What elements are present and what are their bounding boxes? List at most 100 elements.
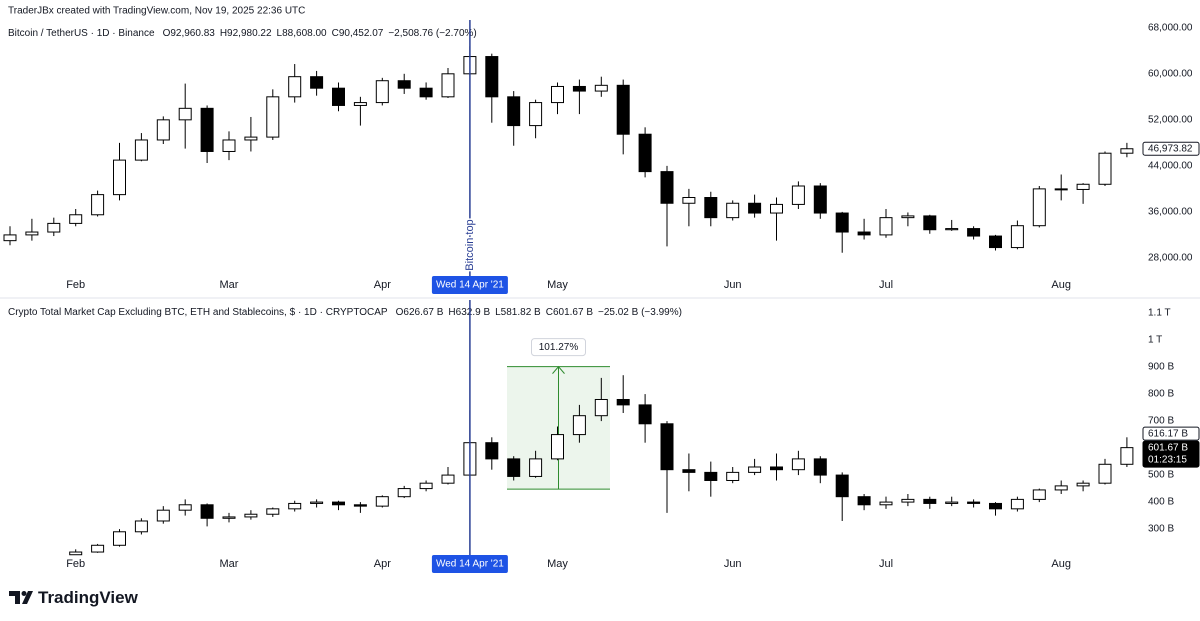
x-tick-label: Feb xyxy=(66,558,85,570)
candle-body xyxy=(923,498,937,504)
candle-body xyxy=(375,496,389,507)
candle-body xyxy=(69,551,83,556)
candle-body xyxy=(397,80,411,89)
x-tick-label: Jun xyxy=(724,558,742,570)
candle-body xyxy=(945,228,959,231)
candle-body xyxy=(25,231,39,236)
candle-body xyxy=(572,415,586,436)
y-tick-label: 28,000.00 xyxy=(1148,253,1193,264)
candle-body xyxy=(397,488,411,498)
legend-symbol: Bitcoin / TetherUS · 1D · Binance xyxy=(8,28,155,39)
x-tick-label: Apr xyxy=(374,558,391,570)
candle-body xyxy=(594,84,608,92)
x-tick-label: Aug xyxy=(1051,279,1071,291)
candle-body xyxy=(879,501,893,506)
candle-body xyxy=(441,73,455,98)
price-label-box xyxy=(1142,426,1200,441)
candle-body xyxy=(748,466,762,473)
candle-body xyxy=(222,139,236,152)
x-tick-label: Mar xyxy=(220,279,239,291)
candle-body xyxy=(178,504,192,511)
legend-ohlc: L581.82 B xyxy=(495,307,541,318)
candle-body xyxy=(507,96,521,127)
candle-body xyxy=(244,136,258,141)
x-tick-label: Jul xyxy=(879,279,893,291)
candle-body xyxy=(1120,148,1134,154)
y-tick-label: 900 B xyxy=(1148,362,1174,373)
candle-body xyxy=(288,502,302,510)
legend-ohlc: H92,980.22 xyxy=(220,28,272,39)
x-tick-label: Aug xyxy=(1051,558,1071,570)
candle-body xyxy=(770,203,783,214)
y-tick-label: 800 B xyxy=(1148,389,1174,400)
y-tick-label: 36,000.00 xyxy=(1148,207,1193,218)
candle-body xyxy=(113,159,126,196)
candle-body xyxy=(91,194,105,216)
candle-body xyxy=(485,56,499,98)
candle-body xyxy=(91,544,105,553)
candle-body xyxy=(704,197,718,219)
candle-body xyxy=(3,234,17,242)
candle-body xyxy=(113,531,126,546)
candle-body xyxy=(638,133,652,173)
candle-body xyxy=(989,235,1002,249)
x-tick-label: Apr xyxy=(374,279,391,291)
header-text: TraderJBx created with TradingView.com, … xyxy=(8,6,305,17)
candle-body xyxy=(572,85,586,92)
highlight-date: Wed 14 Apr '21 xyxy=(436,559,504,570)
candle-body xyxy=(332,87,345,106)
candle-body xyxy=(441,474,455,484)
candle-body xyxy=(485,442,499,460)
candle-body xyxy=(200,107,214,152)
candle-body xyxy=(178,107,192,121)
candle-body xyxy=(1032,489,1046,500)
y-tick-label: 68,000.00 xyxy=(1148,22,1193,33)
logo-text: TradingView xyxy=(38,588,139,607)
candle-body xyxy=(266,508,280,515)
candle-body xyxy=(835,474,849,498)
candle-body xyxy=(1120,447,1134,465)
candle-body xyxy=(529,102,543,127)
candle-body xyxy=(682,469,696,473)
candle-body xyxy=(332,501,345,506)
legend: Crypto Total Market Cap Excluding BTC, E… xyxy=(8,307,682,318)
candle-body xyxy=(375,80,389,104)
candle-body xyxy=(47,222,61,233)
legend-symbol: Crypto Total Market Cap Excluding BTC, E… xyxy=(8,307,388,318)
legend-ohlc: C90,452.07 xyxy=(332,28,384,39)
candle-body xyxy=(638,404,652,425)
candle-body xyxy=(156,509,170,522)
x-tick-label: Mar xyxy=(220,558,239,570)
candle-body xyxy=(989,502,1002,510)
vline-label: Bitcoin top xyxy=(464,219,476,270)
candle-body xyxy=(266,96,280,138)
candle-body xyxy=(879,217,893,236)
legend-ohlc: C601.67 B xyxy=(546,307,594,318)
candle-body xyxy=(69,214,83,224)
legend-ohlc: O92,960.83 xyxy=(163,28,216,39)
candle-body xyxy=(353,504,367,507)
candle-body xyxy=(1054,188,1068,191)
logo-mark xyxy=(9,591,20,604)
candle-body xyxy=(945,501,959,504)
candle-body xyxy=(156,119,170,141)
candle-body xyxy=(616,398,630,406)
candle-body xyxy=(660,423,674,471)
legend-change: −25.02 B (−3.99%) xyxy=(598,307,682,318)
candle-body xyxy=(726,202,740,219)
candle-body xyxy=(353,102,367,106)
candle-body xyxy=(1054,485,1068,491)
price-label: 601.67 B xyxy=(1148,442,1188,453)
y-tick-label: 44,000.00 xyxy=(1148,161,1193,172)
candle-body xyxy=(507,458,521,477)
candle-body xyxy=(594,398,608,417)
highlight-date-box xyxy=(431,555,508,573)
candle-body xyxy=(1076,183,1090,190)
y-tick-label: 1.1 T xyxy=(1148,308,1171,319)
candle-body xyxy=(200,504,214,519)
candle-body xyxy=(791,458,805,471)
y-tick-label: 500 B xyxy=(1148,470,1174,481)
y-tick-label: 60,000.00 xyxy=(1148,68,1193,79)
x-tick-label: May xyxy=(547,558,568,570)
